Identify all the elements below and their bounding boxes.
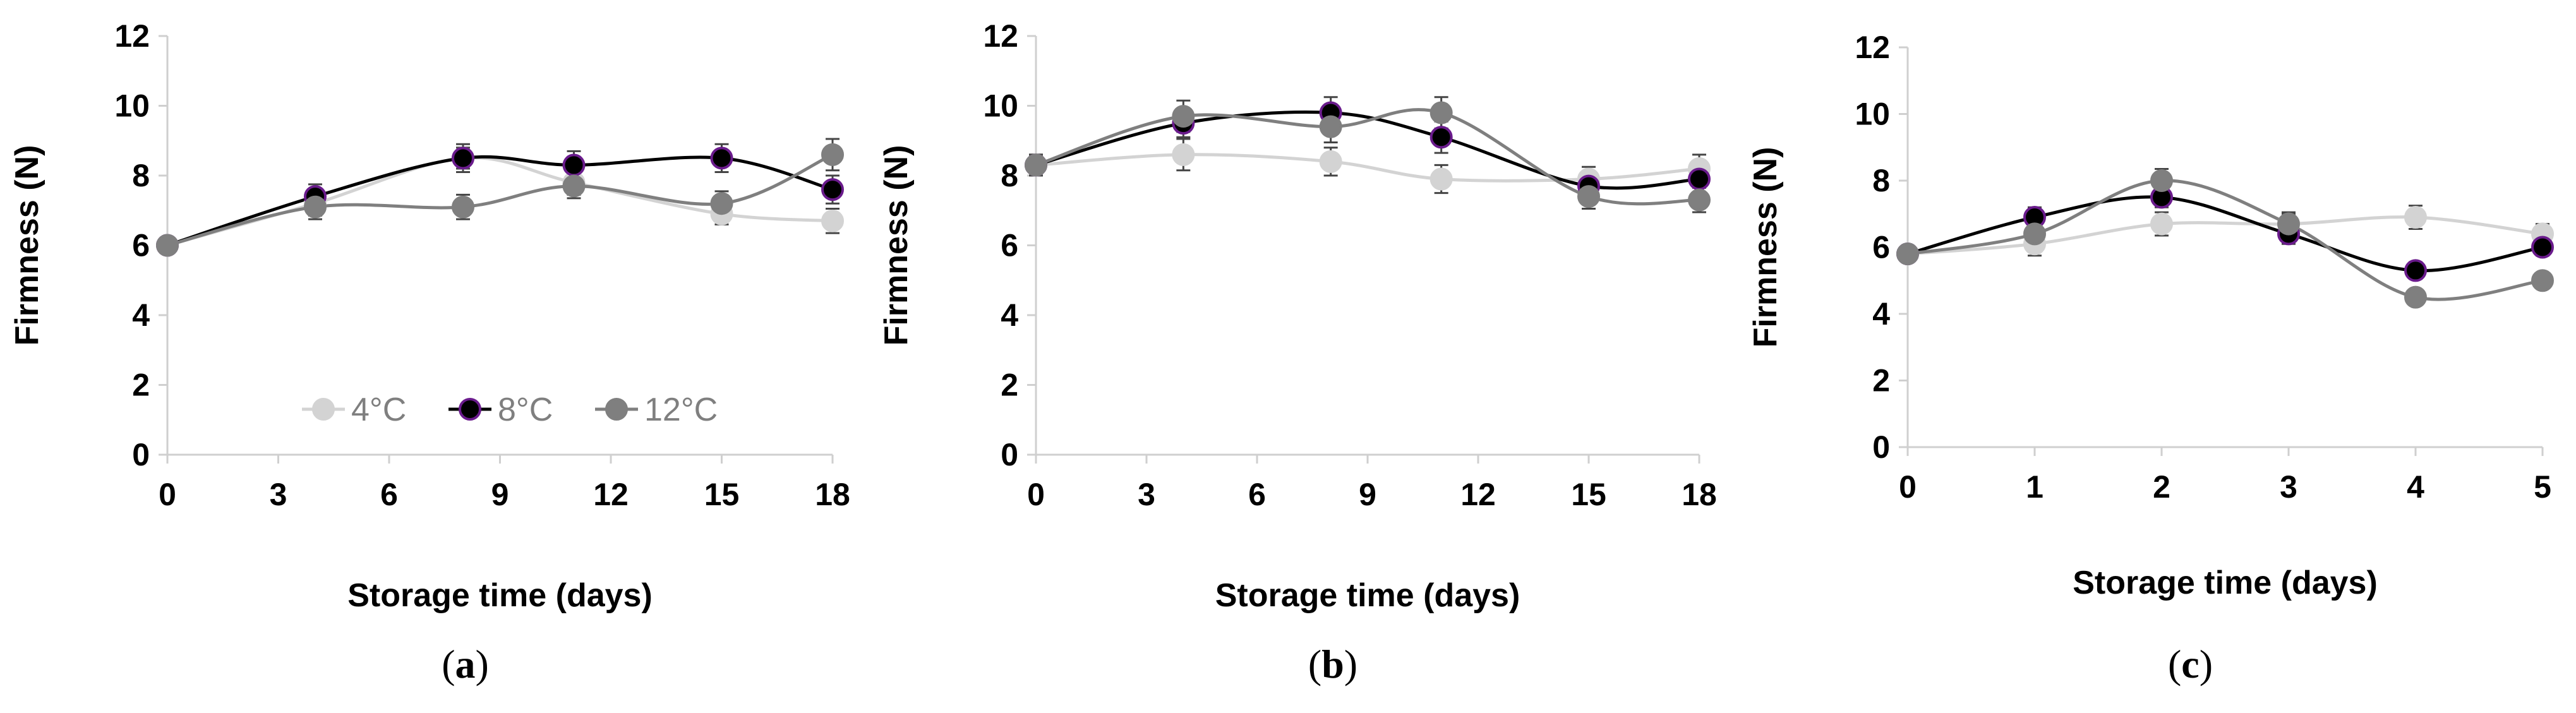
- x-tick-label: 1: [2026, 469, 2043, 505]
- data-point-12°C: [452, 195, 474, 219]
- data-point-8°C: [1429, 126, 1453, 149]
- y-tick-label: 6: [132, 228, 150, 263]
- x-tick-label: 5: [2534, 469, 2551, 505]
- x-tick-label: 12: [593, 477, 629, 512]
- data-point-12°C: [2023, 222, 2046, 246]
- y-tick-label: 4: [1001, 297, 1018, 333]
- data-point-12°C: [821, 143, 844, 166]
- data-point-12°C: [156, 234, 179, 257]
- data-point-8°C: [452, 147, 474, 170]
- data-point-8°C: [2404, 259, 2427, 282]
- y-tick-label: 0: [1001, 437, 1018, 472]
- x-tick-label: 0: [1027, 477, 1045, 512]
- data-point-12°C: [2531, 269, 2554, 292]
- series-line-8°C: [1907, 195, 2543, 273]
- x-tick-label: 9: [491, 477, 509, 512]
- x-tick-label: 18: [1682, 477, 1717, 512]
- x-tick-label: 18: [815, 477, 850, 512]
- x-tick-label: 6: [380, 477, 398, 512]
- y-axis-title: Firmness (N): [878, 145, 915, 346]
- y-tick-label: 2: [1872, 363, 1890, 398]
- data-point-12°C: [1429, 101, 1453, 124]
- legend-marker: [605, 398, 628, 421]
- data-point-12°C: [2404, 285, 2427, 309]
- y-tick-label: 4: [132, 297, 150, 333]
- y-tick-label: 10: [983, 88, 1018, 124]
- x-tick-label: 15: [704, 477, 740, 512]
- x-axis-title: Storage time (days): [1215, 577, 1520, 614]
- data-point-12°C: [710, 192, 733, 215]
- x-tick-label: 3: [270, 477, 287, 512]
- data-point-12°C: [1319, 115, 1342, 138]
- data-point-12°C: [1025, 153, 1047, 177]
- series-line-4°C: [1907, 215, 2543, 256]
- x-tick-label: 3: [2280, 469, 2297, 505]
- series-line-12°C: [167, 153, 834, 247]
- data-point-4°C: [1172, 143, 1195, 166]
- x-axis-title: Storage time (days): [347, 577, 653, 614]
- y-tick-label: 4: [1872, 296, 1890, 332]
- data-point-8°C: [562, 153, 586, 177]
- y-tick-label: 6: [1001, 228, 1018, 263]
- x-tick-label: 0: [159, 477, 176, 512]
- x-tick-label: 4: [2407, 469, 2424, 505]
- x-tick-label: 9: [1359, 477, 1376, 512]
- y-tick-label: 0: [132, 437, 150, 472]
- y-tick-label: 12: [1855, 30, 1890, 65]
- series-line-12°C: [1907, 179, 2543, 301]
- y-axis-title: Firmness (N): [1747, 147, 1784, 348]
- data-point-12°C: [1688, 188, 1711, 212]
- x-axis-title: Storage time (days): [2073, 565, 2378, 601]
- x-tick-label: 12: [1460, 477, 1496, 512]
- x-tick-label: 2: [2153, 469, 2170, 505]
- y-tick-label: 10: [114, 88, 150, 124]
- y-axis-title: Firmness (N): [9, 145, 45, 346]
- y-tick-label: 6: [1872, 230, 1890, 265]
- legend-label: 8°C: [498, 392, 553, 428]
- x-tick-label: 3: [1138, 477, 1155, 512]
- data-point-12°C: [1896, 243, 1919, 266]
- data-point-12°C: [562, 174, 586, 198]
- data-point-4°C: [1429, 167, 1453, 191]
- data-point-8°C: [2531, 236, 2554, 259]
- legend: 4°C 8°C 12°C: [302, 392, 718, 428]
- data-point-4°C: [1319, 150, 1342, 173]
- panel-label: (b): [1308, 642, 1357, 686]
- legend-label: 12°C: [644, 392, 718, 428]
- chart-panel-a: 0 2 4 6 8 10 12 0 3 6 9 12 15 18 Storage time (days) Fi…: [9, 18, 850, 686]
- data-point-8°C: [821, 178, 844, 201]
- data-point-8°C: [1688, 167, 1711, 191]
- legend-marker: [459, 398, 481, 421]
- y-tick-label: 0: [1872, 429, 1890, 465]
- data-point-4°C: [2150, 212, 2173, 236]
- y-tick-label: 8: [132, 158, 150, 193]
- data-point-12°C: [1172, 105, 1195, 128]
- data-point-12°C: [1577, 185, 1600, 208]
- data-point-4°C: [2404, 206, 2427, 229]
- y-tick-label: 8: [1001, 158, 1018, 193]
- data-point-12°C: [2150, 169, 2173, 192]
- data-point-12°C: [2277, 212, 2300, 236]
- y-tick-label: 10: [1855, 97, 1890, 132]
- data-point-8°C: [710, 147, 733, 170]
- y-tick-label: 8: [1872, 163, 1890, 198]
- y-tick-label: 12: [983, 18, 1018, 54]
- y-tick-label: 12: [114, 18, 150, 54]
- data-point-12°C: [304, 195, 327, 219]
- y-tick-label: 2: [132, 368, 150, 403]
- x-tick-label: 15: [1571, 477, 1606, 512]
- y-tick-label: 2: [1001, 368, 1018, 403]
- chart-panel-b: 0 2 4 6 8 10 12 0 3 6 9 12 15 18 Storage time (days) Fi…: [878, 18, 1717, 686]
- legend-label: 4°C: [351, 392, 406, 428]
- panel-label: (c): [2168, 642, 2213, 686]
- legend-marker: [312, 398, 335, 421]
- panel-label: (a): [442, 642, 489, 686]
- x-tick-label: 6: [1248, 477, 1266, 512]
- x-tick-label: 0: [1899, 469, 1917, 505]
- data-point-4°C: [821, 209, 844, 232]
